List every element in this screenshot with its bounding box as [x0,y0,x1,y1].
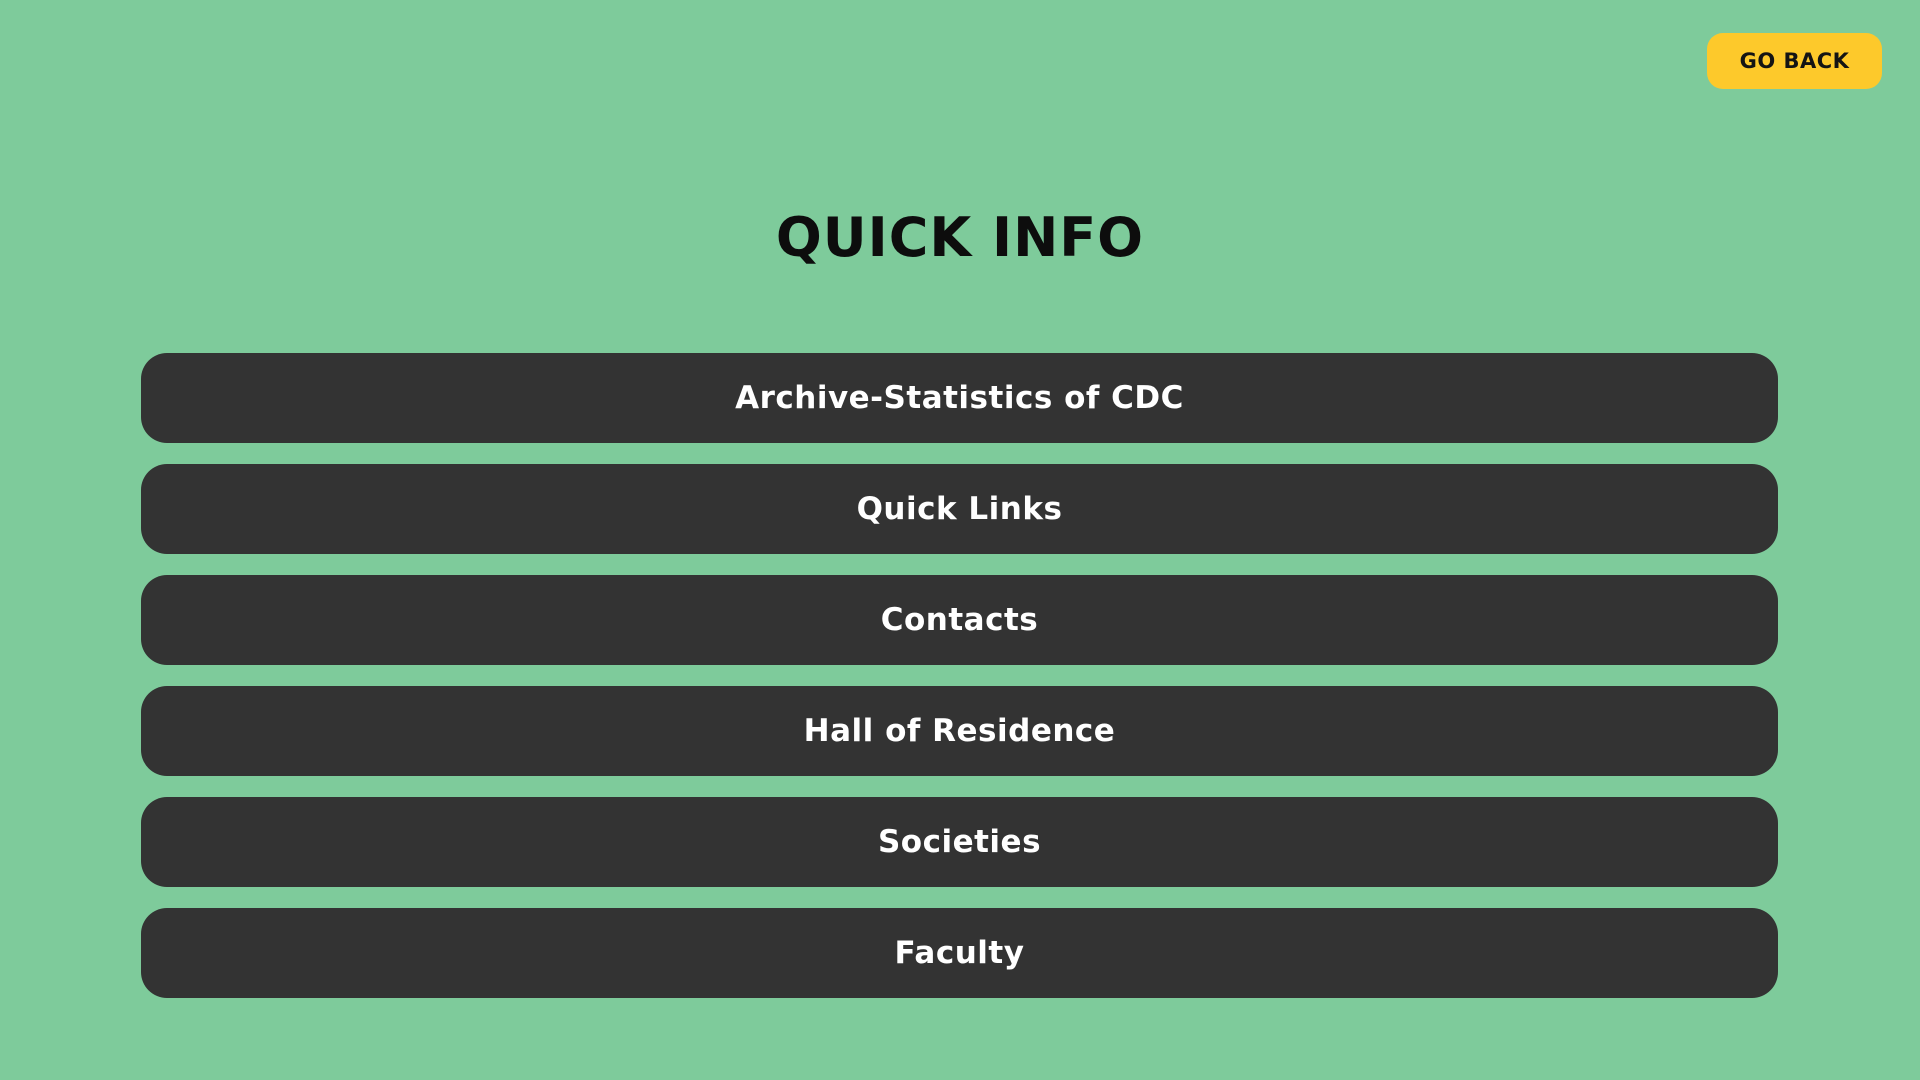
menu-item-label: Hall of Residence [803,713,1116,749]
go-back-button[interactable]: GO BACK [1707,33,1882,89]
menu-item-label: Societies [877,824,1042,860]
menu-item-archive-statistics[interactable]: Archive-Statistics of CDC [141,353,1778,443]
quick-info-menu: Archive-Statistics of CDC Quick Links Co… [141,353,1778,998]
menu-item-societies[interactable]: Societies [141,797,1778,887]
menu-item-label: Quick Links [856,491,1063,527]
menu-item-label: Contacts [880,602,1039,638]
menu-item-faculty[interactable]: Faculty [141,908,1778,998]
menu-item-label: Archive-Statistics of CDC [735,380,1184,416]
menu-item-contacts[interactable]: Contacts [141,575,1778,665]
menu-item-label: Faculty [894,935,1025,971]
page-title: QUICK INFO [775,206,1145,269]
menu-item-quick-links[interactable]: Quick Links [141,464,1778,554]
menu-item-hall-of-residence[interactable]: Hall of Residence [141,686,1778,776]
